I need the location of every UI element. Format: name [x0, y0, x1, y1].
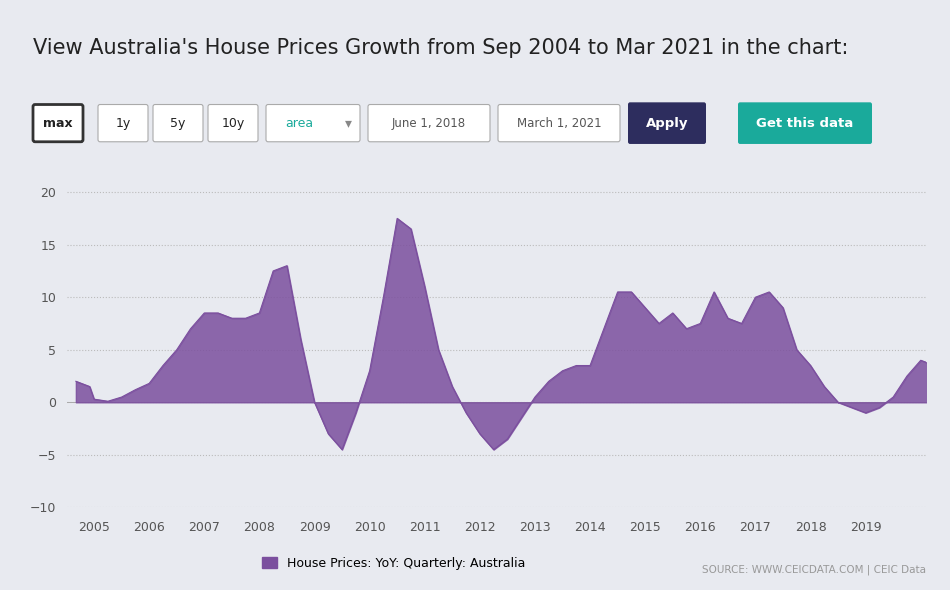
FancyBboxPatch shape [628, 102, 706, 144]
Text: SOURCE: WWW.CEICDATA.COM | CEIC Data: SOURCE: WWW.CEICDATA.COM | CEIC Data [702, 565, 926, 575]
Text: ▾: ▾ [345, 116, 352, 130]
Text: June 1, 2018: June 1, 2018 [392, 117, 466, 130]
Text: View Australia's House Prices Growth from Sep 2004 to Mar 2021 in the chart:: View Australia's House Prices Growth fro… [33, 38, 848, 58]
FancyBboxPatch shape [98, 104, 148, 142]
FancyBboxPatch shape [33, 104, 83, 142]
FancyBboxPatch shape [738, 102, 872, 144]
FancyBboxPatch shape [208, 104, 258, 142]
FancyBboxPatch shape [153, 104, 203, 142]
Text: Apply: Apply [646, 117, 688, 130]
Legend: House Prices: YoY: Quarterly: Australia: House Prices: YoY: Quarterly: Australia [256, 552, 530, 575]
Text: 10y: 10y [221, 117, 245, 130]
Text: Get this data: Get this data [756, 117, 854, 130]
FancyBboxPatch shape [368, 104, 490, 142]
Text: 5y: 5y [170, 117, 185, 130]
FancyBboxPatch shape [498, 104, 620, 142]
Text: max: max [43, 117, 73, 130]
FancyBboxPatch shape [266, 104, 360, 142]
Text: March 1, 2021: March 1, 2021 [517, 117, 601, 130]
Text: 1y: 1y [115, 117, 130, 130]
Text: area: area [285, 117, 314, 130]
